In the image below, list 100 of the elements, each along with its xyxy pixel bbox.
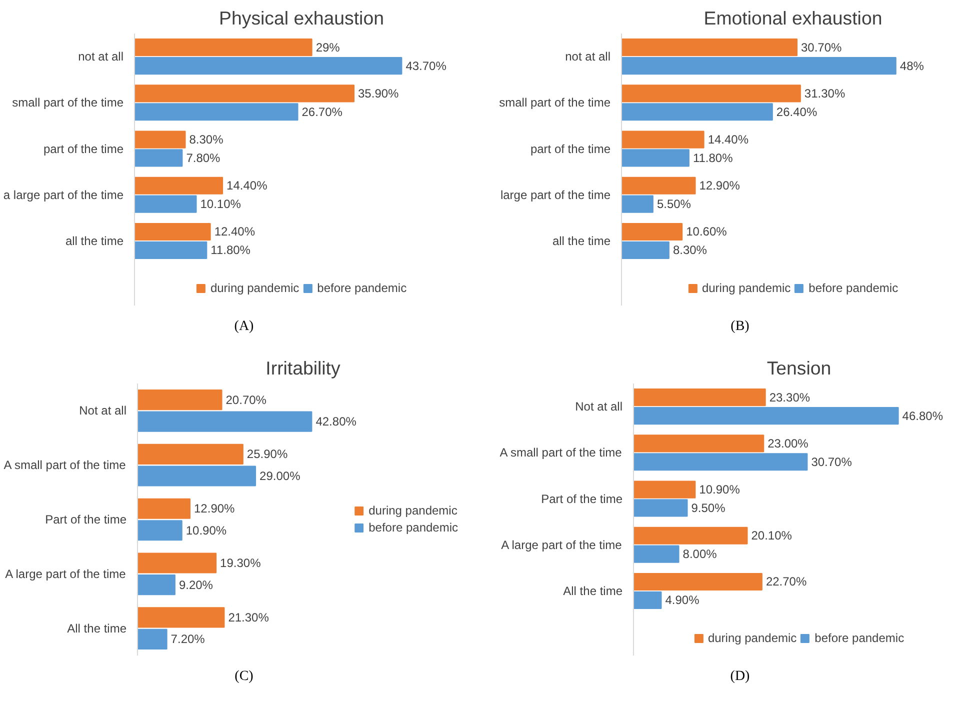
- y-tick-label: A large part of the time: [5, 566, 126, 581]
- bar: [622, 176, 696, 194]
- bar: [134, 130, 186, 148]
- y-tick-label: part of the time: [43, 142, 124, 156]
- legend-label: during pandemic: [708, 631, 797, 645]
- data-label: 30.70%: [811, 454, 852, 469]
- y-tick-label: All the time: [67, 621, 127, 636]
- data-label: 30.70%: [801, 40, 842, 54]
- y-tick-label: Part of the time: [45, 512, 127, 526]
- data-label: 21.30%: [228, 610, 270, 624]
- data-label: 23.00%: [768, 436, 809, 450]
- y-tick-label: not at all: [565, 50, 611, 64]
- data-label: 12.90%: [194, 502, 236, 516]
- bar: [622, 103, 773, 121]
- data-label: 8.00%: [682, 547, 718, 562]
- bar: [622, 38, 798, 56]
- data-label: 10.60%: [686, 224, 728, 239]
- data-label: 22.70%: [766, 574, 807, 589]
- data-label: 19.30%: [220, 556, 262, 570]
- bar: [138, 466, 256, 486]
- bar: [138, 411, 312, 432]
- data-label: 29%: [316, 40, 340, 54]
- bar: [134, 84, 355, 102]
- data-label: 14.40%: [226, 178, 268, 193]
- bar: [134, 176, 224, 194]
- data-label: 43.70%: [406, 58, 447, 73]
- bar: [634, 453, 808, 471]
- bar: [134, 241, 208, 259]
- y-tick-label: all the time: [552, 234, 611, 248]
- data-label: 12.40%: [214, 224, 256, 239]
- data-label: 20.10%: [751, 528, 792, 543]
- bar: [134, 149, 183, 167]
- legend-label: during pandemic: [368, 504, 458, 518]
- bar: [622, 149, 690, 167]
- bar: [634, 480, 696, 498]
- data-label: 8.30%: [189, 132, 224, 147]
- bar: [634, 406, 899, 425]
- y-tick-label: part of the time: [530, 142, 611, 156]
- chart-title: Emotional exhaustion: [704, 8, 882, 28]
- text: (C): [234, 668, 254, 686]
- text: (B): [730, 318, 750, 336]
- bar: [622, 56, 896, 75]
- chart-title: Tension: [766, 358, 832, 378]
- data-label: 9.20%: [178, 578, 214, 592]
- data-label: 9.50%: [691, 500, 726, 515]
- bar: [138, 574, 176, 596]
- data-label: 12.90%: [699, 178, 740, 193]
- y-tick-label: large part of the time: [500, 188, 611, 202]
- y-tick-label: small part of the time: [499, 96, 611, 110]
- legend-label: during pandemic: [210, 281, 300, 295]
- bar: [622, 195, 654, 213]
- bar: [634, 591, 662, 609]
- bar: [134, 38, 312, 56]
- data-label: 42.80%: [316, 414, 357, 429]
- bar: [634, 526, 748, 544]
- bar: [134, 56, 402, 75]
- bar: [622, 241, 670, 259]
- y-tick-label: Not at all: [79, 404, 127, 418]
- data-label: 10.90%: [186, 523, 227, 538]
- bar: [134, 195, 197, 213]
- legend-label: before pandemic: [814, 631, 904, 645]
- data-label: 10.10%: [200, 197, 242, 212]
- data-label: 35.90%: [358, 86, 400, 100]
- data-label: 7.20%: [170, 632, 206, 646]
- y-tick-label: A small part of the time: [500, 446, 622, 460]
- bar: [138, 628, 168, 650]
- bar: [622, 222, 683, 241]
- chart-title: Physical exhaustion: [219, 8, 384, 28]
- data-label: 25.90%: [246, 447, 288, 462]
- bar: [138, 552, 217, 574]
- data-label: 29.00%: [260, 468, 301, 483]
- data-label: 7.80%: [186, 150, 221, 165]
- y-tick-label: all the time: [65, 234, 124, 248]
- y-tick-label: All the time: [563, 584, 623, 598]
- legend-label: before pandemic: [368, 520, 458, 534]
- data-label: 46.80%: [902, 408, 944, 423]
- data-label: 23.30%: [769, 390, 810, 404]
- data-label: 8.30%: [672, 243, 708, 258]
- data-label: 26.40%: [776, 104, 818, 119]
- legend-label: before pandemic: [808, 281, 898, 295]
- data-label: 20.70%: [226, 392, 267, 407]
- data-label: 48%: [900, 58, 924, 73]
- bar: [138, 607, 225, 628]
- y-tick-label: Not at all: [575, 400, 623, 414]
- y-tick-label: A small part of the time: [4, 458, 126, 472]
- data-label: 31.30%: [804, 86, 846, 100]
- data-label: 5.50%: [656, 197, 692, 212]
- bar: [634, 499, 688, 517]
- legend-label: during pandemic: [702, 281, 791, 295]
- data-label: 26.70%: [302, 104, 343, 119]
- y-tick-label: Part of the time: [541, 492, 623, 506]
- bar: [134, 103, 298, 121]
- text: (D): [730, 668, 750, 686]
- chart-title: Irritability: [266, 358, 341, 378]
- data-label: 11.80%: [692, 150, 734, 165]
- y-tick-label: A large part of the time: [501, 538, 622, 552]
- bar: [622, 84, 801, 102]
- legend-label: before pandemic: [317, 281, 407, 295]
- text: (A): [234, 318, 254, 336]
- bar: [134, 222, 211, 241]
